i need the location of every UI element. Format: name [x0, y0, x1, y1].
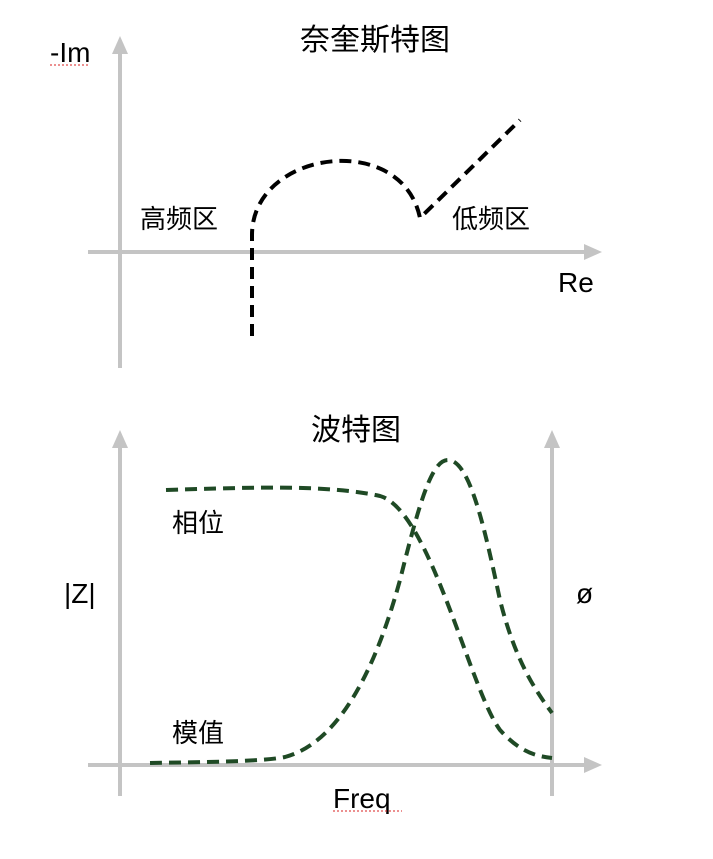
bode-right-axis-label: ø [576, 578, 593, 609]
bode-left-y-axis-arrow-icon [112, 430, 128, 448]
bode-title: 波特图 [311, 413, 401, 448]
phase-curve-label: 相位 [172, 509, 224, 539]
nyquist-title: 奈奎斯特图 [300, 23, 450, 58]
nyquist-impedance-curve [250, 118, 522, 336]
bode-right-y-axis-arrow-icon [544, 430, 560, 448]
nyquist-y-axis-label: -Im [50, 37, 90, 68]
bode-x-axis-arrow-icon [584, 757, 602, 773]
low-frequency-region-label: 低频区 [452, 205, 530, 235]
nyquist-x-axis-arrow-icon [584, 244, 602, 260]
magnitude-curve-label: 模值 [172, 719, 224, 749]
high-frequency-region-label: 高频区 [140, 205, 218, 235]
magnitude-curve [149, 457, 554, 765]
nyquist-plot: 奈奎斯特图 -Im Re 高频区 低频区 [50, 23, 602, 368]
nyquist-x-axis-label: Re [558, 267, 594, 298]
bode-x-axis-label: Freq [333, 783, 391, 814]
bode-left-axis-label: |Z| [64, 578, 96, 609]
bode-plot: 波特图 |Z| ø Freq 相位 模值 [64, 413, 602, 814]
nyquist-y-axis-arrow-icon [112, 36, 128, 54]
phase-curve [165, 485, 553, 760]
